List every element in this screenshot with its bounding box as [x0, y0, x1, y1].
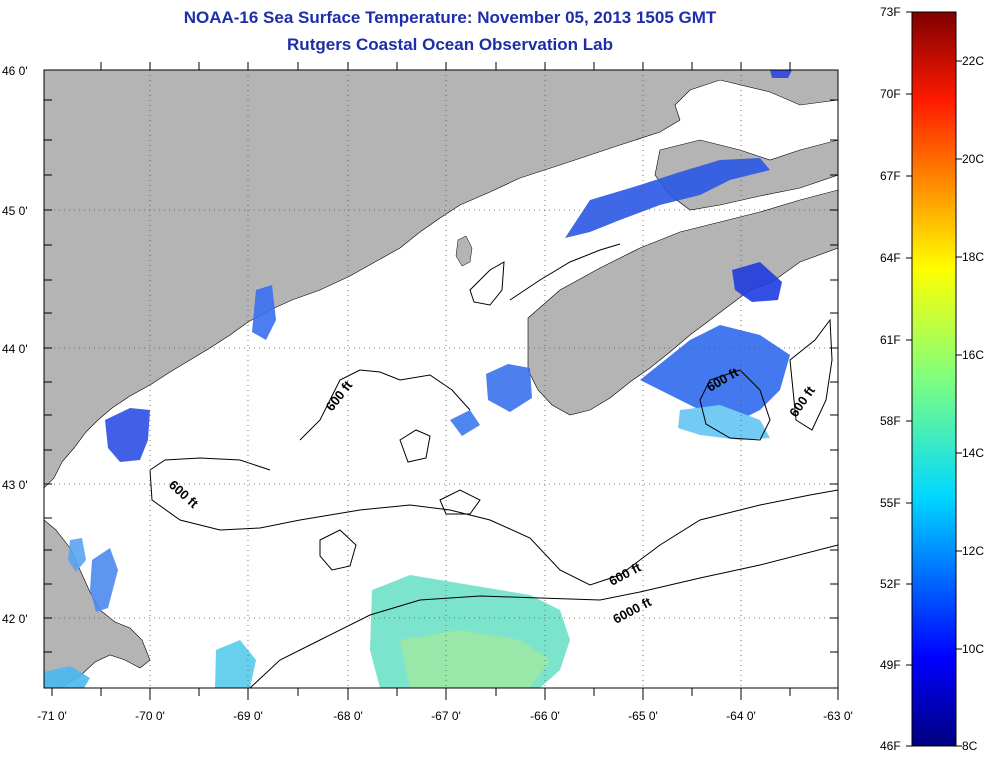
colorbar-c-label: 14C [962, 446, 984, 460]
colorbar-c-label: 20C [962, 152, 984, 166]
lon-label: -63 0' [823, 709, 853, 723]
colorbar-f-label: 52F [880, 577, 901, 591]
colorbar-f-label: 58F [880, 414, 901, 428]
colorbar [911, 11, 957, 747]
colorbar-f-label: 73F [880, 5, 901, 19]
lon-label: -67 0' [431, 709, 461, 723]
colorbar-c-label: 12C [962, 544, 984, 558]
colorbar-f-label: 61F [880, 333, 901, 347]
lon-label: -69 0' [233, 709, 263, 723]
lat-label: 44 0' [2, 342, 28, 356]
colorbar-c-label: 22C [962, 54, 984, 68]
colorbar-ticks [906, 11, 962, 747]
lat-label: 45 0' [2, 204, 28, 218]
bathymetry-contours [149, 243, 838, 688]
lat-label: 46 0' [2, 64, 28, 78]
colorbar-f-label: 70F [880, 87, 901, 101]
map-subtitle: Rutgers Coastal Ocean Observation Lab [287, 35, 613, 54]
colorbar-c-label: 18C [962, 250, 984, 264]
colorbar-f-label: 64F [880, 251, 901, 265]
lon-label: -64 0' [726, 709, 756, 723]
lon-label: -70 0' [135, 709, 165, 723]
lon-label: -68 0' [333, 709, 363, 723]
colorbar-f-label: 49F [880, 658, 901, 672]
lat-label: 42 0' [2, 612, 28, 626]
sst-patches [44, 70, 792, 688]
land-grand-manan [455, 235, 473, 267]
lon-label: -65 0' [628, 709, 658, 723]
colorbar-c-label: 8C [962, 739, 978, 753]
graticule [44, 70, 838, 688]
land-nova-scotia [527, 189, 838, 416]
lon-label: -71 0' [37, 709, 67, 723]
lat-label: 43 0' [2, 478, 28, 492]
map-title: NOAA-16 Sea Surface Temperature: Novembe… [183, 8, 717, 27]
colorbar-f-label: 55F [880, 496, 901, 510]
colorbar-c-label: 10C [962, 642, 984, 656]
colorbar-f-label: 46F [880, 739, 901, 753]
land-mainland [44, 70, 838, 489]
colorbar-c-label: 16C [962, 348, 984, 362]
map-frame [43, 69, 839, 689]
tick-marks [44, 62, 839, 700]
lon-label: -66 0' [530, 709, 560, 723]
colorbar-f-label: 67F [880, 169, 901, 183]
